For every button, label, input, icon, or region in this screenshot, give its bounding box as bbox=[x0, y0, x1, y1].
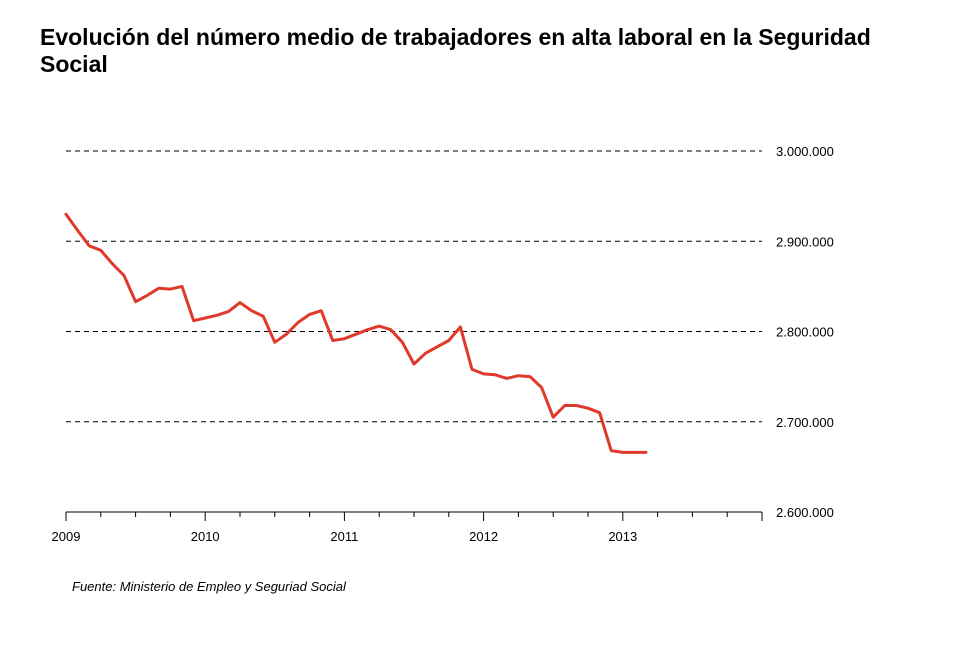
x-tick-label: 2012 bbox=[469, 529, 498, 544]
y-tick-label: 3.000.000 bbox=[776, 144, 834, 159]
x-tick-label: 2010 bbox=[191, 529, 220, 544]
y-tick-label: 2.700.000 bbox=[776, 415, 834, 430]
gridlines bbox=[66, 150, 762, 423]
y-tick-labels: 2.600.000 2.700.000 2.800.000 2.900.000 3.00… bbox=[776, 144, 834, 520]
y-tick-label: 2.600.000 bbox=[776, 505, 834, 520]
x-tick-label: 2009 bbox=[52, 529, 81, 544]
source-note: Fuente: Ministerio de Empleo y Seguriad … bbox=[72, 579, 346, 594]
x-axis bbox=[65, 511, 763, 521]
x-tick-labels: 2009 2010 2011 2012 2013 bbox=[52, 529, 638, 544]
y-tick-label: 2.800.000 bbox=[776, 325, 834, 340]
chart-title: Evolución del número medio de trabajador… bbox=[40, 24, 871, 77]
series-line bbox=[64, 212, 648, 454]
series-group bbox=[64, 212, 648, 454]
x-tick-label: 2013 bbox=[608, 529, 637, 544]
x-tick-label: 2011 bbox=[330, 529, 358, 544]
y-tick-label: 2.900.000 bbox=[776, 234, 834, 249]
